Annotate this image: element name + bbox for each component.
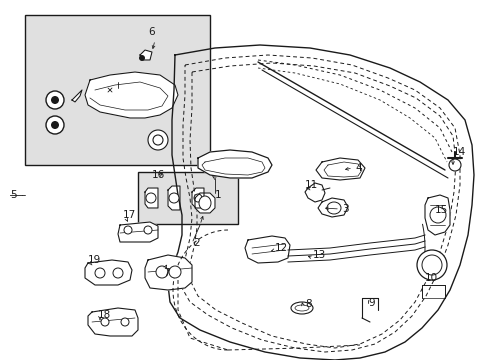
Circle shape: [169, 266, 181, 278]
Polygon shape: [168, 186, 180, 210]
Text: 5: 5: [10, 190, 17, 200]
Circle shape: [124, 226, 132, 234]
Polygon shape: [140, 50, 152, 60]
Bar: [138, 172, 238, 224]
Ellipse shape: [290, 302, 312, 314]
Circle shape: [169, 193, 179, 203]
Text: 6: 6: [148, 27, 154, 37]
Circle shape: [448, 159, 460, 171]
Circle shape: [429, 207, 445, 223]
Text: 10: 10: [424, 273, 437, 283]
Text: 3: 3: [341, 204, 348, 214]
Text: 9: 9: [367, 298, 374, 308]
Polygon shape: [145, 255, 192, 290]
Text: 15: 15: [434, 205, 447, 215]
Text: 18: 18: [98, 310, 111, 320]
Circle shape: [139, 55, 145, 61]
Ellipse shape: [326, 202, 340, 214]
Circle shape: [95, 268, 105, 278]
Text: 7: 7: [163, 268, 169, 278]
Polygon shape: [72, 90, 82, 102]
Polygon shape: [195, 193, 215, 213]
Text: 16: 16: [152, 170, 165, 180]
Bar: [25, 15, 209, 165]
Polygon shape: [424, 195, 449, 235]
Text: 12: 12: [274, 243, 287, 253]
Polygon shape: [85, 72, 178, 118]
Circle shape: [146, 193, 156, 203]
Text: 4: 4: [354, 163, 361, 173]
Text: 8: 8: [305, 299, 311, 309]
Polygon shape: [315, 158, 364, 180]
Circle shape: [51, 96, 59, 104]
Circle shape: [148, 130, 168, 150]
Polygon shape: [118, 222, 158, 242]
Circle shape: [143, 226, 152, 234]
Text: 14: 14: [452, 147, 465, 157]
Circle shape: [113, 268, 123, 278]
Text: 17: 17: [123, 210, 136, 220]
Circle shape: [46, 116, 64, 134]
Text: 13: 13: [312, 250, 325, 260]
Circle shape: [421, 255, 441, 275]
Circle shape: [121, 318, 129, 326]
Polygon shape: [85, 260, 132, 285]
Polygon shape: [88, 308, 138, 336]
Circle shape: [194, 194, 202, 202]
Text: 19: 19: [88, 255, 101, 265]
Text: 1: 1: [215, 190, 221, 200]
Ellipse shape: [199, 196, 210, 210]
Polygon shape: [198, 150, 271, 178]
Circle shape: [153, 135, 163, 145]
Polygon shape: [317, 198, 347, 217]
Text: 2: 2: [193, 238, 199, 248]
Circle shape: [46, 91, 64, 109]
Circle shape: [51, 121, 59, 129]
Text: 11: 11: [305, 180, 318, 190]
Ellipse shape: [294, 305, 308, 311]
Circle shape: [416, 250, 446, 280]
Circle shape: [101, 318, 109, 326]
Polygon shape: [192, 188, 203, 208]
Polygon shape: [305, 183, 325, 202]
Polygon shape: [244, 236, 289, 263]
Circle shape: [156, 266, 168, 278]
Polygon shape: [145, 188, 158, 208]
